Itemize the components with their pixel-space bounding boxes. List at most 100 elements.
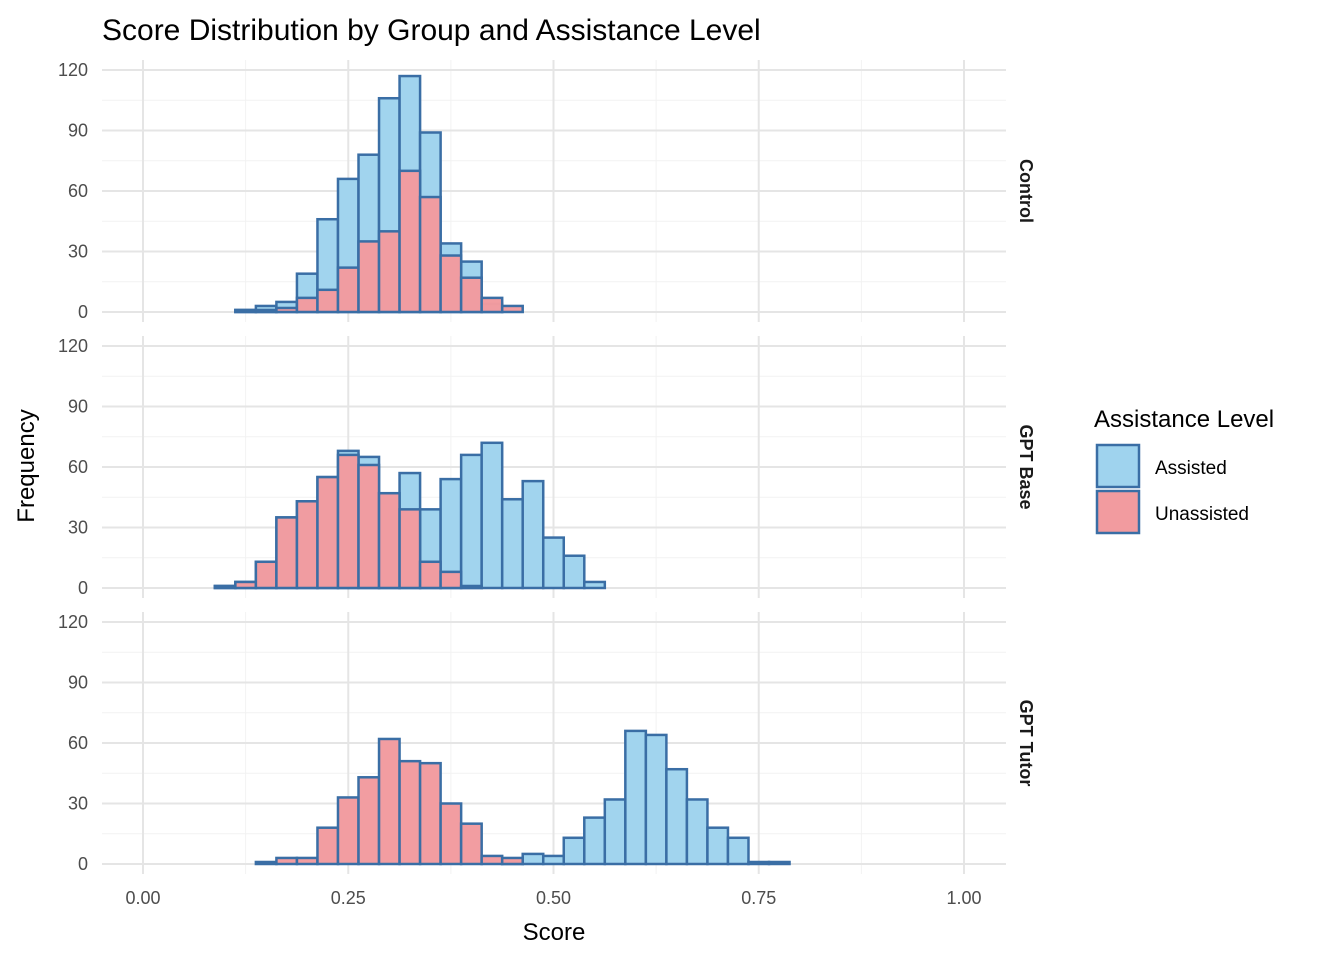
y-tick-label: 0 (78, 578, 88, 598)
facet-panel-control: 0 30 60 90 120 Control (58, 60, 1036, 322)
histogram-bar (418, 560, 442, 590)
histogram-bar (480, 296, 504, 314)
histogram-bar (480, 441, 504, 590)
histogram-bar (275, 516, 299, 590)
y-tick-label: 0 (78, 302, 88, 322)
histogram-bar (336, 266, 360, 314)
series-assisted (500, 729, 791, 866)
histogram-bar (336, 453, 360, 590)
histogram-bar (398, 169, 422, 314)
y-tick-label: 30 (68, 518, 88, 538)
histogram-bar (357, 776, 381, 866)
x-tick-label: 0.50 (536, 888, 571, 908)
x-axis-title: Score (523, 919, 586, 946)
histogram-bar (459, 584, 483, 590)
histogram-bar (213, 584, 237, 590)
histogram-bar (500, 498, 524, 590)
series-unassisted (234, 169, 524, 314)
histogram-bar (316, 475, 340, 590)
y-tick-label: 60 (68, 457, 88, 477)
x-tick-label: 0.75 (741, 888, 776, 908)
histogram-bar (665, 767, 689, 866)
y-tick-label: 90 (68, 121, 88, 141)
histogram-bar (357, 463, 381, 590)
y-tick-label: 60 (68, 181, 88, 201)
legend: Assistance Level Assisted Unassisted (1094, 406, 1274, 535)
facet-strip-label: Control (1016, 159, 1036, 223)
histogram-bar (521, 479, 545, 590)
histogram-bar (316, 826, 340, 866)
histogram-bar (254, 308, 278, 314)
y-tick-label: 120 (58, 612, 88, 632)
histogram-bar (418, 761, 442, 866)
facet-panel-gpt-tutor: 0 30 60 90 120 GPT Tutor (58, 612, 1036, 874)
facet-strip-label: GPT Base (1016, 424, 1036, 509)
histogram-bar (562, 836, 586, 866)
histogram-bar (439, 254, 463, 314)
histogram-bar (459, 276, 483, 314)
legend-title: Assistance Level (1094, 406, 1274, 433)
y-tick-label: 30 (68, 794, 88, 814)
legend-item-unassisted: Unassisted (1095, 489, 1249, 535)
histogram-bar (583, 816, 607, 866)
legend-label: Assisted (1155, 458, 1227, 479)
y-tick-label: 90 (68, 397, 88, 417)
histogram-bar (377, 737, 401, 866)
facet-panel-gpt-base: 0 30 60 90 120 GPT Base (58, 336, 1036, 598)
histogram-bar (767, 860, 791, 866)
y-tick-label: 60 (68, 733, 88, 753)
x-tick-label: 0.00 (125, 888, 160, 908)
histogram-bar (377, 230, 401, 314)
histogram-bar (357, 240, 381, 314)
histogram-bar (459, 822, 483, 866)
histogram-bar (562, 554, 586, 590)
legend-item-assisted: Assisted (1095, 443, 1227, 489)
facet-strip-label: GPT Tutor (1016, 700, 1036, 787)
histogram-bar (500, 304, 524, 314)
histogram-bar (500, 856, 524, 866)
y-tick-label: 0 (78, 854, 88, 874)
histogram-bar (418, 195, 442, 314)
histogram-bar (398, 759, 422, 866)
histogram-bar (398, 508, 422, 590)
histogram-bar (295, 296, 319, 314)
x-axis: 0.00 0.25 0.50 0.75 1.00 (125, 888, 981, 908)
y-tick-label: 30 (68, 242, 88, 262)
histogram-bar (624, 729, 648, 866)
histogram-bar (275, 856, 299, 866)
series-unassisted (254, 737, 524, 866)
histogram-bar (234, 580, 258, 590)
y-tick-label: 120 (58, 60, 88, 80)
histogram-bar (439, 570, 463, 590)
histogram-bar (583, 580, 607, 590)
y-tick-label: 120 (58, 336, 88, 356)
series-unassisted (213, 453, 483, 590)
histogram-bar (439, 802, 463, 866)
legend-swatch (1095, 443, 1141, 489)
chart-title: Score Distribution by Group and Assistan… (102, 14, 761, 47)
histogram-bar (747, 860, 771, 866)
x-tick-label: 0.25 (331, 888, 366, 908)
histogram-bar (521, 852, 545, 866)
histogram-bar (336, 796, 360, 866)
histogram-bar (234, 308, 258, 314)
legend-label: Unassisted (1155, 504, 1249, 525)
histogram-bar (685, 798, 709, 866)
facet-panels: 0 30 60 90 120 Control 0 30 60 90 120 GPT Base 0 30 60… (58, 60, 1036, 874)
x-tick-label: 1.00 (946, 888, 981, 908)
histogram-bar (644, 733, 668, 866)
histogram-bar (377, 491, 401, 590)
histogram-bar (726, 836, 750, 866)
y-axis-title: Frequency (13, 409, 40, 522)
histogram-bar (316, 288, 340, 314)
histogram-bar (603, 798, 627, 866)
legend-swatch (1095, 489, 1141, 535)
histogram-bar (706, 826, 730, 866)
histogram-bar (295, 500, 319, 590)
histogram-bar (541, 536, 566, 590)
y-tick-label: 90 (68, 673, 88, 693)
histogram-bar (480, 854, 504, 866)
legend-items: Assisted Unassisted (1095, 443, 1249, 535)
